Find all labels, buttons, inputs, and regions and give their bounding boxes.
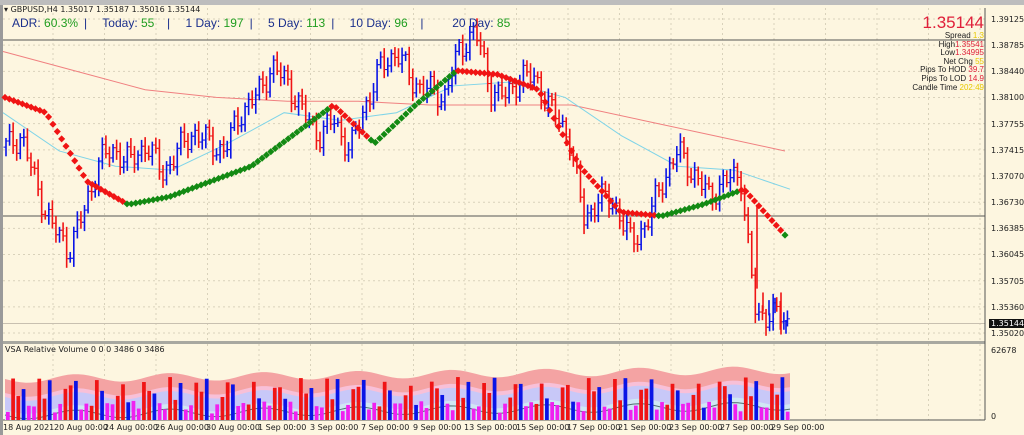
info-row-low: Low1.34995 xyxy=(940,48,984,58)
price-axis-label: 1.39125 xyxy=(991,15,1024,24)
price-axis-label: 1.36045 xyxy=(991,250,1024,259)
separator: | xyxy=(84,16,88,30)
info-row-pips-hod: Pips To HOD 39.7 xyxy=(920,65,984,75)
window-left-border xyxy=(0,5,3,435)
price-axis-label: 1.36730 xyxy=(991,198,1024,207)
volume-max-label: 62678 xyxy=(991,346,1017,355)
price-axis-label: 1.35360 xyxy=(991,303,1024,312)
price-axis-label: 1.38440 xyxy=(991,67,1024,76)
info-row-spread: Spread 1.3 xyxy=(944,31,984,40)
time-axis-label: 17 Sep 00:00 xyxy=(567,423,621,432)
separator: | xyxy=(160,16,171,30)
today-label: Today: xyxy=(102,16,138,30)
time-axis-label: 7 Sep 00:00 xyxy=(361,423,410,432)
today-value: 55 xyxy=(141,16,155,30)
price-axis-label: 1.37415 xyxy=(991,146,1024,155)
volume-min-label: 0 xyxy=(991,412,997,421)
price-axis-label: 1.36385 xyxy=(991,224,1024,233)
5day-label: 5 Day: xyxy=(268,16,303,30)
time-axis-label: 29 Sep 00:00 xyxy=(771,423,825,432)
info-panel: 1.35144 Spread 1.3 High1.35541 Low1.3499… xyxy=(912,14,984,92)
time-axis-label: 3 Sep 00:00 xyxy=(310,423,359,432)
20day-value: 85 xyxy=(496,16,511,30)
adr-label: ADR: xyxy=(12,16,41,30)
time-axis-label: 1 Sep 00:00 xyxy=(258,423,307,432)
price-axis-label: 1.38100 xyxy=(991,93,1024,102)
adr-panel: ADR: 60.3% | Today: 55 | 1 Day: 197 | 5 Da… xyxy=(12,16,510,30)
5day-value: 113 xyxy=(306,16,326,30)
info-row-high: High1.35541 xyxy=(938,39,984,49)
separator: | xyxy=(249,16,253,30)
collapse-triangle-icon[interactable]: ▾ xyxy=(4,5,11,14)
price-axis-label: 1.37070 xyxy=(991,172,1024,181)
current-price-marker: 1.35144 xyxy=(989,319,1024,328)
time-axis-label: 27 Sep 00:00 xyxy=(720,423,774,432)
time-axis-label: 18 Aug 2021 xyxy=(3,423,55,432)
20day-label: 20 Day: xyxy=(452,16,494,30)
price-axis-label: 1.37755 xyxy=(991,120,1024,129)
10day-label: 10 Day: xyxy=(349,16,392,30)
symbol-line: ▾ GBPUSD,H4 1.35017 1.35187 1.35016 1.35… xyxy=(4,5,201,14)
price-axis-label: 1.38785 xyxy=(991,41,1024,50)
separator: | xyxy=(413,16,437,30)
time-axis-label: 23 Sep 00:00 xyxy=(669,423,723,432)
volume-panel-title: VSA Relative Volume 0 0 0 3486 0 3486 xyxy=(5,345,165,354)
price-axis-label: 1.35705 xyxy=(991,277,1024,286)
time-axis-label: 13 Sep 00:00 xyxy=(464,423,518,432)
info-row-pips-lod: Pips To LOD 14.9 xyxy=(921,73,984,83)
time-axis-label: 9 Sep 00:00 xyxy=(413,423,462,432)
window-top-border xyxy=(0,0,1024,5)
adr-value: 60.3% xyxy=(44,16,79,30)
10day-value: 96 xyxy=(394,16,408,30)
time-axis-label: 30 Aug 00:00 xyxy=(206,423,260,432)
current-price-big: 1.35144 xyxy=(922,13,984,32)
time-axis-label: 15 Sep 00:00 xyxy=(516,423,570,432)
1day-label: 1 Day: xyxy=(185,16,221,30)
time-axis-label: 21 Sep 00:00 xyxy=(618,423,672,432)
time-axis-label: 24 Aug 00:00 xyxy=(104,423,158,432)
1day-value: 197 xyxy=(223,16,244,30)
info-row-candle-time: Candle Time 202:49 xyxy=(912,82,984,92)
price-axis-label: 1.35020 xyxy=(991,329,1024,338)
separator: | xyxy=(331,16,335,30)
time-axis-label: 26 Aug 00:00 xyxy=(155,423,209,432)
info-row-netchg: Net Chg 55 xyxy=(943,56,985,66)
time-axis-label: 20 Aug 00:00 xyxy=(54,423,108,432)
